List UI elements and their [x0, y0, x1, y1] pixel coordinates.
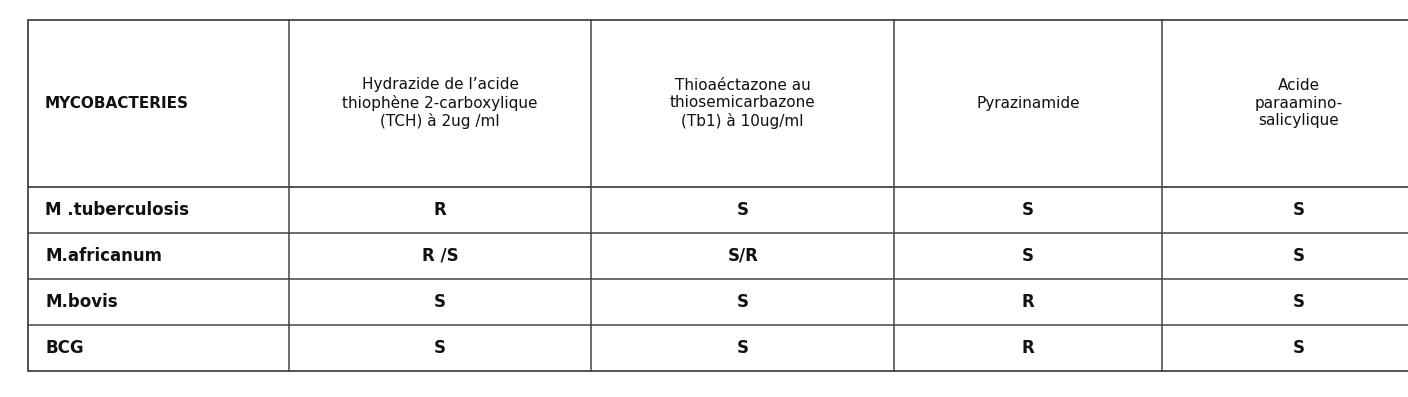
Text: S: S [1022, 247, 1033, 265]
Text: MYCOBACTERIES: MYCOBACTERIES [45, 96, 189, 111]
Text: S: S [736, 293, 749, 311]
Text: S: S [434, 293, 446, 311]
Text: Hydrazide de l’acide
thiophène 2-carboxylique
(TCH) à 2ug /ml: Hydrazide de l’acide thiophène 2-carboxy… [342, 77, 538, 129]
Text: S: S [1022, 200, 1033, 219]
Text: M.bovis: M.bovis [45, 293, 118, 311]
Text: R: R [1021, 293, 1035, 311]
Text: S: S [1293, 293, 1305, 311]
Text: S: S [736, 200, 749, 219]
Text: Thioaéctazone au
thiosemicarbazone
(Tb1) à 10ug/ml: Thioaéctazone au thiosemicarbazone (Tb1)… [670, 78, 815, 129]
Text: S: S [1293, 200, 1305, 219]
Text: S: S [1293, 247, 1305, 265]
Text: R /S: R /S [421, 247, 459, 265]
Text: Pyrazinamide: Pyrazinamide [976, 96, 1080, 111]
Text: M.africanum: M.africanum [45, 247, 162, 265]
Text: BCG: BCG [45, 339, 83, 357]
Text: R: R [434, 200, 446, 219]
Text: S: S [434, 339, 446, 357]
Text: M .tuberculosis: M .tuberculosis [45, 200, 189, 219]
Bar [28, 20, 1408, 371]
Text: S/R: S/R [728, 247, 758, 265]
Text: Acide
paraamino-
salicylique: Acide paraamino- salicylique [1255, 78, 1343, 128]
Text: S: S [736, 339, 749, 357]
Text: S: S [1293, 339, 1305, 357]
Text: R: R [1021, 339, 1035, 357]
